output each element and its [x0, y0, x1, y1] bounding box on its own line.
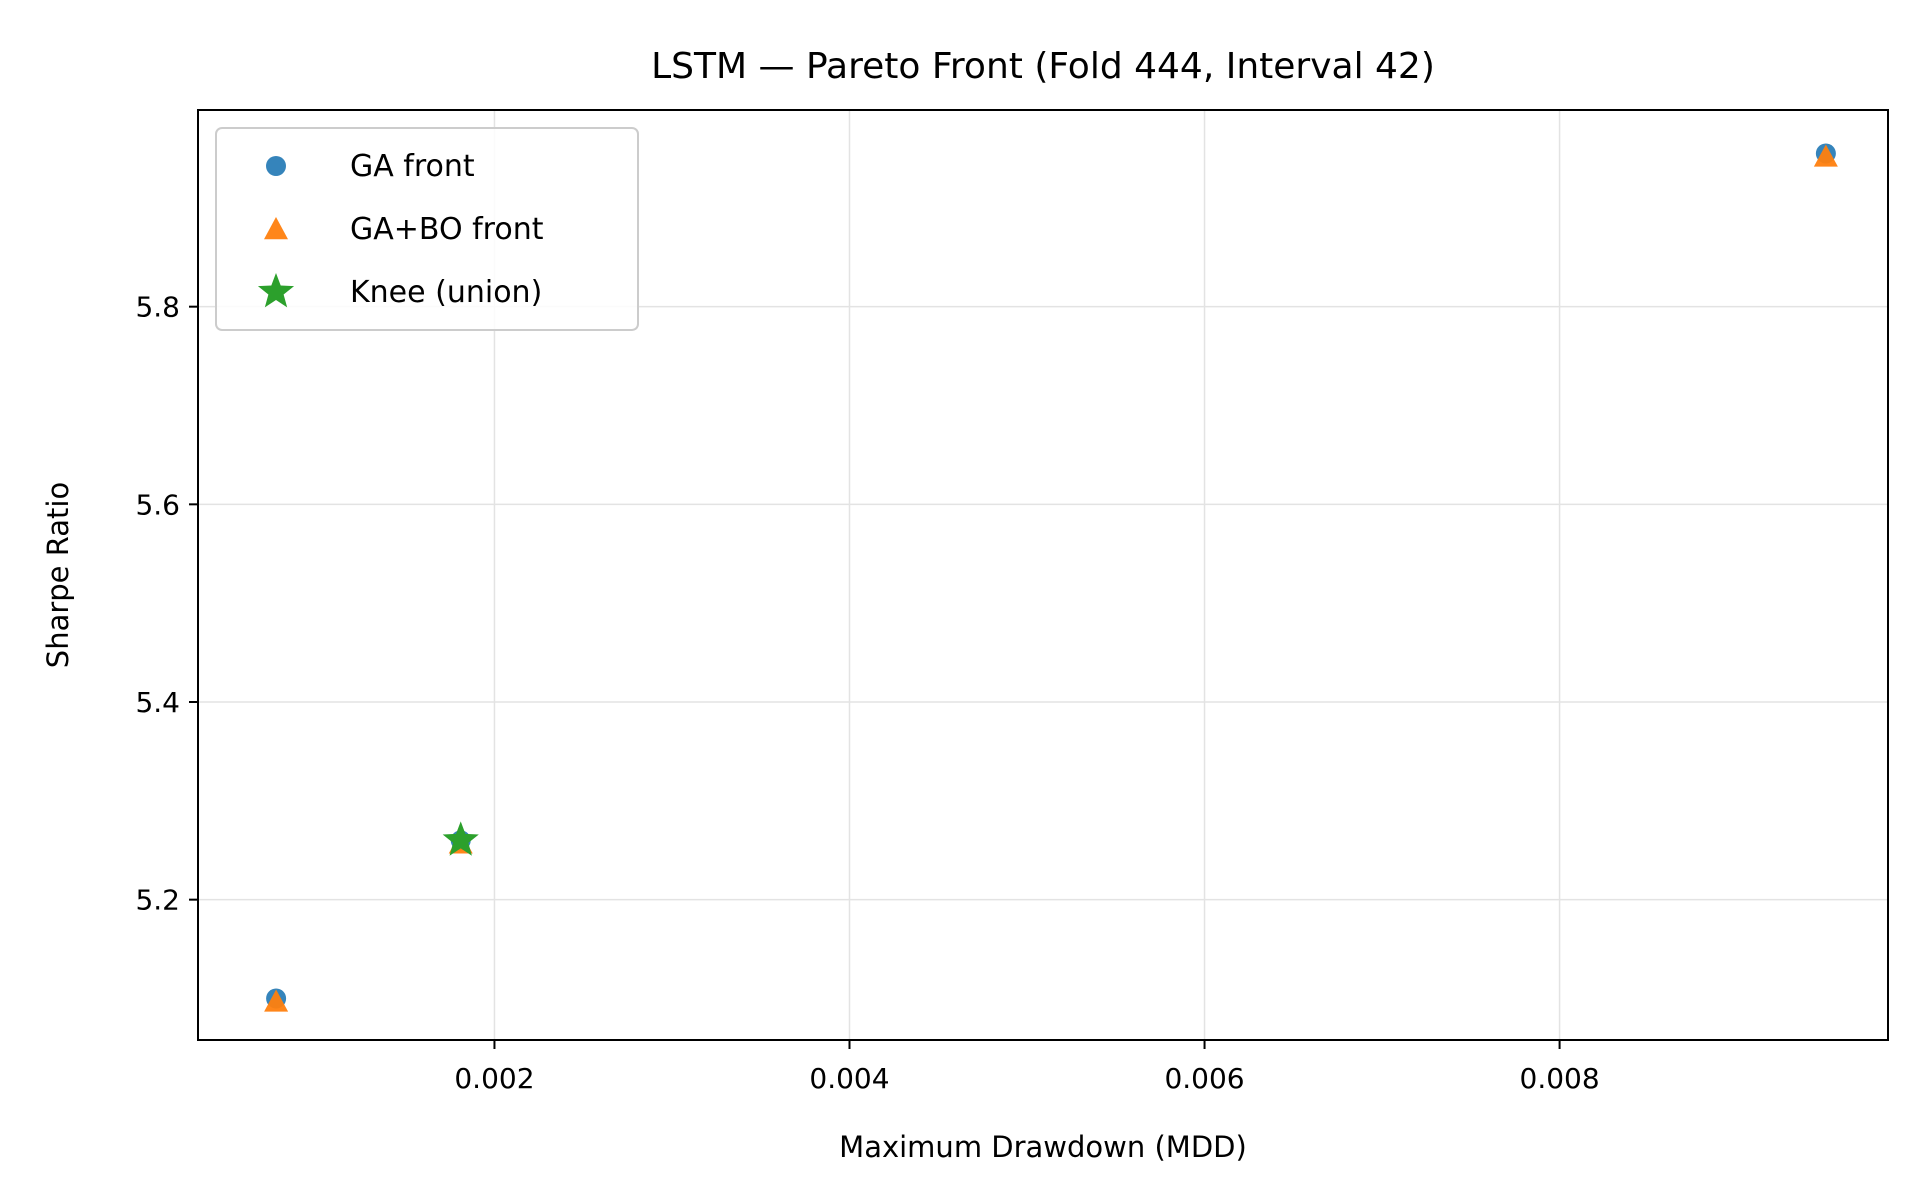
ga-bo-front-point — [1813, 144, 1838, 167]
data-points — [264, 143, 1838, 1012]
plot-area-frame — [197, 109, 1889, 1041]
legend-ga-front-label: GA front — [350, 149, 475, 184]
x-tick-label: 0.002 — [454, 1062, 534, 1095]
legend-ga-front-marker — [266, 156, 286, 176]
y-axis-label: Sharpe Ratio — [41, 482, 75, 668]
legend-knee-union-marker — [257, 273, 295, 308]
y-tick-label: 5.2 — [135, 884, 180, 917]
knee-union-point — [442, 821, 479, 856]
x-tick-label: 0.004 — [809, 1062, 889, 1095]
x-tick-label: 0.006 — [1164, 1062, 1244, 1095]
legend-knee-union-label: Knee (union) — [350, 275, 542, 310]
y-tick-label: 5.4 — [135, 686, 180, 719]
legend-box — [215, 127, 639, 331]
x-axis-label: Maximum Drawdown (MDD) — [839, 1130, 1247, 1164]
ga-bo-front-point — [264, 989, 289, 1012]
y-tick-label: 5.6 — [135, 488, 180, 521]
x-tick-label: 0.008 — [1520, 1062, 1600, 1095]
legend-ga-bo-front-label: GA+BO front — [350, 212, 544, 247]
axis-ticks: 0.002 0.004 0.006 0.008 5.2 5.4 5.6 5.8 — [135, 291, 1599, 1095]
legend: GA front GA+BO front Knee (union) — [215, 127, 639, 331]
chart-title: LSTM — Pareto Front (Fold 444, Interval … — [651, 46, 1435, 87]
y-tick-label: 5.8 — [135, 291, 180, 324]
legend-ga-bo-front-marker — [264, 217, 288, 240]
